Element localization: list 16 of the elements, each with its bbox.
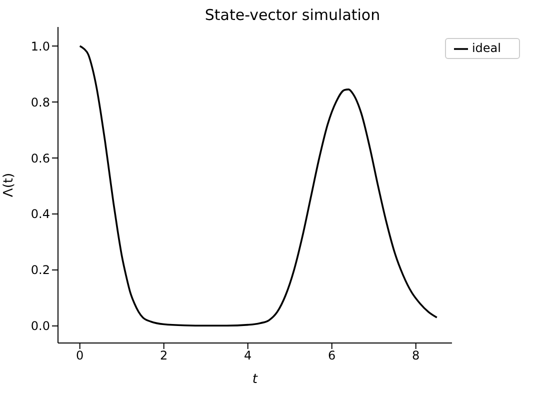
y-tick-label: 0.0 bbox=[30, 319, 50, 334]
line-series bbox=[78, 45, 438, 327]
y-tick-label: 0.2 bbox=[30, 263, 50, 278]
y-tick-label: 0.8 bbox=[30, 95, 50, 110]
y-axis-title: Λ(t) bbox=[2, 172, 17, 198]
x-tick-label: 2 bbox=[160, 348, 168, 363]
x-tick-label: 4 bbox=[244, 348, 252, 363]
legend-label: ideal bbox=[472, 41, 501, 55]
x-tick-label: 0 bbox=[76, 348, 84, 363]
y-tick-label: 0.6 bbox=[30, 151, 50, 166]
x-tick-label: 6 bbox=[328, 348, 336, 363]
y-tick-label: 1.0 bbox=[30, 39, 50, 54]
x-tick-label: 8 bbox=[412, 348, 420, 363]
x-axis-title: t bbox=[252, 372, 258, 387]
y-tick-label: 0.4 bbox=[30, 207, 50, 222]
chart-title: State-vector simulation bbox=[204, 6, 382, 24]
